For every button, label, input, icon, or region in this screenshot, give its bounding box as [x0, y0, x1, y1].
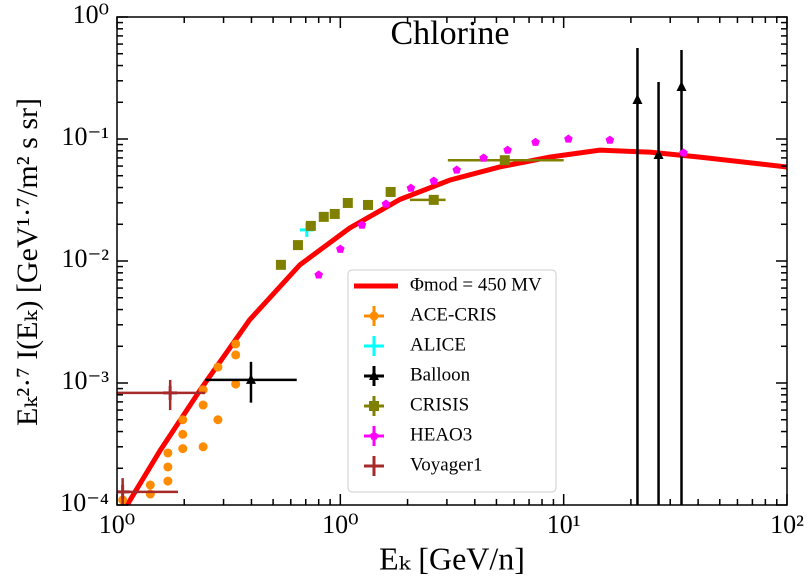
point: [163, 476, 173, 486]
legend: Φmod = 450 MV ACE-CRIS ALICE Balloon CRISIS H…: [347, 269, 557, 493]
point: [198, 442, 208, 452]
point: [314, 270, 323, 279]
point: [676, 80, 687, 91]
x-axis-label: Eₖ [GeV/n]: [379, 540, 525, 576]
point: [163, 385, 178, 400]
point: [336, 244, 345, 253]
legend-label: ALICE: [410, 334, 466, 355]
point: [213, 362, 223, 372]
point: [381, 199, 391, 208]
point: [178, 415, 188, 425]
point: [231, 339, 241, 349]
legend-label: ACE-CRIS: [410, 304, 497, 325]
legend-marker: [369, 401, 379, 411]
plot-area: [117, 48, 787, 505]
point: [329, 208, 340, 219]
point: [605, 135, 615, 144]
legend-label: HEAO3: [410, 424, 472, 445]
point: [318, 211, 329, 222]
point: [479, 153, 488, 162]
plot-frame: [116, 16, 788, 506]
legend-label: Balloon: [410, 364, 471, 385]
point: [531, 137, 540, 146]
point: [178, 444, 188, 454]
model-line: [124, 147, 787, 505]
legend-marker: [369, 311, 379, 321]
point: [564, 134, 573, 143]
point: [245, 373, 256, 384]
x-tick-label: 10²: [770, 510, 804, 539]
point: [428, 194, 439, 205]
point: [117, 484, 130, 499]
point: [653, 148, 664, 159]
point: [163, 448, 173, 458]
y-tick-label: 10⁻²: [61, 244, 109, 273]
legend-label: CRISIS: [410, 394, 469, 415]
point: [145, 480, 155, 490]
point: [503, 145, 512, 154]
point: [231, 350, 241, 360]
legend-marker: [369, 370, 379, 380]
y-tick-label: 10⁻³: [61, 366, 109, 395]
point: [198, 400, 208, 410]
x-tick-label: 10⁰: [99, 510, 135, 539]
point: [385, 186, 396, 197]
legend-marker: [369, 431, 379, 440]
legend-marker: [367, 459, 381, 473]
point: [178, 429, 188, 439]
point: [213, 415, 223, 425]
y-tick-label: 10⁻¹: [61, 122, 109, 151]
point: [357, 220, 367, 229]
point: [679, 148, 688, 157]
point: [429, 176, 439, 185]
legend-label: Voyager1: [410, 454, 482, 475]
point: [452, 165, 462, 174]
point: [362, 199, 373, 210]
chart-title: Chlorine: [391, 15, 510, 52]
legend-label: Φmod = 450 MV: [410, 274, 542, 295]
y-axis-label: Eₖ²·⁷ I(Eₖ) [GeV¹·⁷/m² s sr]: [11, 98, 44, 426]
point: [305, 220, 316, 231]
point: [632, 93, 643, 104]
y-tick-label: 10⁻⁴: [60, 488, 109, 517]
x-tick-label: 10¹: [547, 510, 581, 539]
y-tick-label: 10⁰: [73, 0, 109, 29]
point: [499, 155, 510, 166]
point: [292, 240, 303, 251]
point: [275, 259, 286, 270]
legend-marker: [367, 339, 381, 353]
point: [231, 379, 241, 389]
x-tick-label: 10⁰: [322, 510, 358, 539]
point: [406, 183, 416, 192]
point: [342, 197, 353, 208]
legend-box: [347, 269, 557, 493]
point: [163, 462, 173, 472]
